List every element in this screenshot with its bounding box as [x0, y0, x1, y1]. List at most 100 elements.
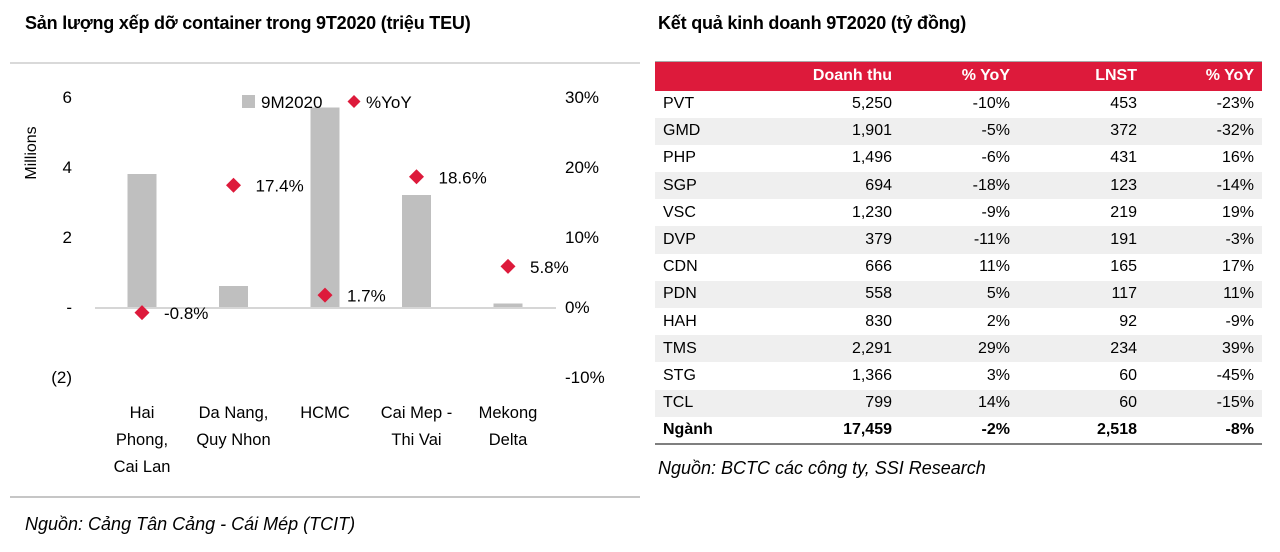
left-panel-top-divider [10, 62, 640, 64]
table-row: PVT 5,250 -10% 453 -23% [655, 91, 1262, 118]
bar-9m2020 [127, 174, 157, 307]
results-table-container: Doanh thu % YoY LNST % YoY PVT 5,250 -10% 453 -2… [655, 61, 1262, 445]
table-cell: 19% [1221, 203, 1254, 221]
yoy-marker [500, 258, 516, 274]
left-axis-title: Millions [23, 126, 40, 179]
category-label: Mekong [479, 404, 538, 422]
table-cell: Ngành [663, 420, 713, 438]
table-cell: 219 [1110, 203, 1137, 221]
category-label: Phong, [116, 431, 168, 449]
yoy-data-label: 18.6% [439, 168, 487, 187]
table-cell: 558 [865, 285, 892, 303]
table-cell: 92 [1119, 312, 1137, 330]
table-cell: PHP [663, 149, 696, 167]
table-cell: 694 [865, 176, 892, 194]
table-total-row: Ngành 17,459 -2% 2,518 -8% [655, 417, 1262, 444]
table-cell: 666 [865, 258, 892, 276]
bar-9m2020 [219, 286, 248, 307]
table-cell: 17,459 [843, 420, 892, 438]
table-row: STG 1,366 3% 60 -45% [655, 362, 1262, 389]
yoy-data-label: 5.8% [530, 258, 569, 277]
right-axis-tick: 30% [565, 88, 599, 107]
container-chart: -0.8% 17.4% 1.7% 18.6% 5.8% 6 4 2 - (2) 30% 20% 10% 0… [23, 88, 605, 476]
table-cell: DVP [663, 231, 696, 249]
table-cell: PDN [663, 285, 697, 303]
table-cell: 3% [986, 366, 1010, 384]
table-cell: 60 [1119, 366, 1137, 384]
table-cell: 431 [1110, 149, 1137, 167]
yoy-marker [226, 177, 241, 193]
table-row: VSC 1,230 -9% 219 19% [655, 199, 1262, 226]
table-header-cell: LNST [1095, 67, 1137, 85]
left-axis-tick: 4 [63, 158, 72, 177]
table-cell: 2,291 [851, 339, 892, 357]
table-cell: -9% [981, 203, 1010, 221]
table-cell: SGP [663, 176, 697, 194]
right-axis-tick: 10% [565, 228, 599, 247]
legend-yoy-label: %YoY [366, 93, 412, 112]
table-row: CDN 666 11% 165 17% [655, 254, 1262, 281]
table-cell: STG [663, 366, 696, 384]
table-cell: 16% [1221, 149, 1254, 167]
table-cell: 5,250 [851, 95, 892, 113]
left-source-note: Nguồn: Cảng Tân Cảng - Cái Mép (TCIT) [25, 514, 356, 534]
table-cell: 117 [1111, 285, 1137, 303]
table-row: GMD 1,901 -5% 372 -32% [655, 117, 1262, 145]
table-cell: -14% [1216, 176, 1254, 194]
category-label: Da Nang, [199, 404, 269, 422]
table-header-cell: % YoY [1205, 67, 1254, 85]
table-cell: -32% [1216, 122, 1254, 140]
right-axis-tick: 0% [565, 298, 590, 317]
right-axis-tick: 20% [565, 158, 599, 177]
table-cell: -23% [1216, 95, 1254, 113]
category-label: Cai Lan [114, 458, 171, 476]
table-cell: 1,366 [851, 366, 892, 384]
legend-bar-swatch-icon [242, 95, 255, 108]
table-cell: 17% [1221, 258, 1254, 276]
table-header-cell: % YoY [961, 67, 1010, 85]
table-cell: 11% [979, 258, 1010, 276]
table-cell: PVT [663, 95, 695, 113]
yoy-data-label: 1.7% [347, 287, 386, 306]
table-cell: VSC [663, 203, 696, 221]
category-label: Quy Nhon [196, 431, 270, 449]
bar-9m2020 [493, 303, 523, 307]
bar-9m2020 [310, 107, 340, 307]
left-chart-title: Sản lượng xếp dỡ container trong 9T2020 … [25, 13, 471, 33]
category-label: Cai Mep - [381, 404, 453, 422]
table-cell: TCL [663, 394, 694, 412]
table-row: PDN 558 5% 117 11% [655, 280, 1262, 308]
category-label: Delta [489, 431, 528, 449]
table-cell: 1,230 [851, 203, 892, 221]
table-cell: 2% [986, 312, 1010, 330]
table-header-row: Doanh thu % YoY LNST % YoY [655, 61, 1262, 91]
table-cell: -3% [1225, 231, 1254, 249]
table-row: HAH 830 2% 92 -9% [655, 308, 1262, 335]
table-cell: 29% [977, 339, 1010, 357]
table-cell: 234 [1110, 339, 1137, 357]
table-cell: HAH [663, 312, 697, 330]
bar-9m2020 [402, 195, 431, 307]
table-cell: 1,901 [851, 122, 892, 140]
table-header-cell [655, 62, 770, 91]
table-cell: 830 [865, 312, 892, 330]
table-cell: 11% [1223, 285, 1254, 303]
table-cell: -6% [981, 149, 1010, 167]
table-cell: -18% [972, 176, 1010, 194]
table-row: DVP 379 -11% 191 -3% [655, 226, 1262, 254]
right-table-title: Kết quả kinh doanh 9T2020 (tỷ đồng) [658, 13, 967, 33]
table-cell: 453 [1110, 95, 1137, 113]
table-cell: -15% [1216, 394, 1254, 412]
table-cell: 123 [1110, 176, 1137, 194]
results-table: Doanh thu % YoY LNST % YoY PVT 5,250 -10% 453 -2… [655, 61, 1262, 445]
category-label: HCMC [300, 404, 350, 422]
table-cell: 2,518 [1096, 420, 1137, 438]
category-label: Hai [130, 404, 155, 422]
table-cell: 60 [1119, 394, 1137, 412]
table-cell: 5% [986, 285, 1010, 303]
table-cell: 14% [977, 394, 1010, 412]
category-label: Thi Vai [391, 431, 441, 449]
left-axis-tick: - [66, 298, 72, 317]
table-cell: -5% [981, 122, 1010, 140]
legend-bar-label: 9M2020 [261, 93, 322, 112]
